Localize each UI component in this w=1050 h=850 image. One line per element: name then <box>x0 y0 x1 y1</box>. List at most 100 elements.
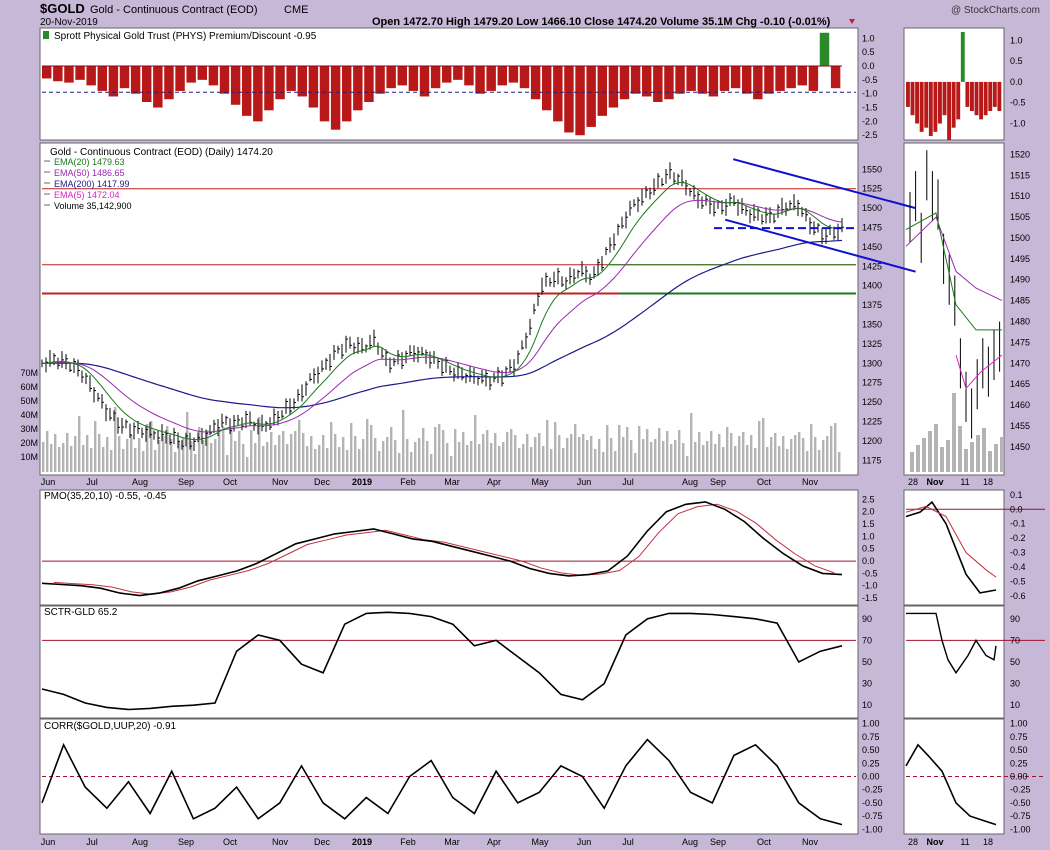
volume-bar <box>718 434 721 472</box>
volume-bar <box>522 444 525 472</box>
phys-bar <box>253 66 263 122</box>
mini-phys-bar <box>965 81 970 107</box>
volume-bar <box>406 439 409 472</box>
volume-bar <box>830 426 833 472</box>
mini-corr-tick: 0.00 <box>1010 772 1028 782</box>
phys-bar <box>130 66 141 94</box>
exchange-label: CME <box>284 4 308 16</box>
volume-bar <box>238 431 241 472</box>
volume-bar <box>366 419 369 472</box>
phys-bar <box>753 66 763 100</box>
pmo-title: PMO(35,20,10) -0.55, -0.45 <box>44 491 167 502</box>
price-tick-label: 1300 <box>862 358 882 368</box>
phys-bar <box>164 66 174 100</box>
volume-bar <box>574 424 577 472</box>
mini-pmo-line <box>905 500 997 594</box>
volume-bar <box>706 441 709 472</box>
volume-bar <box>726 427 729 472</box>
mini-phys-bar <box>947 81 952 141</box>
mini-corr-tick: -0.75 <box>1010 811 1031 821</box>
volume-bar <box>838 452 841 472</box>
volume-bar <box>206 430 209 472</box>
mini-volume-bar <box>976 435 980 472</box>
phys-bar <box>642 66 652 97</box>
volume-bar <box>322 435 325 472</box>
phys-bar <box>275 66 285 100</box>
phys-bar <box>330 66 341 130</box>
volume-tick-label: 60M <box>20 382 38 392</box>
mini-ema50-line <box>905 216 1003 302</box>
volume-bar <box>58 447 61 472</box>
instrument-name: Gold - Continuous Contract (EOD) <box>90 4 258 16</box>
volume-bar <box>234 441 237 472</box>
mini-volume-bar <box>994 444 998 472</box>
phys-bar <box>286 66 296 91</box>
price-tick-label: 1350 <box>862 320 882 330</box>
volume-bar <box>566 438 569 472</box>
volume-bar <box>646 429 649 472</box>
volume-bar <box>214 439 217 472</box>
volume-bar <box>738 436 741 472</box>
ema20-line <box>41 181 843 441</box>
volume-bar <box>246 457 249 472</box>
mini-price-tick: 1480 <box>1010 317 1030 327</box>
pmo-line <box>41 501 843 597</box>
volume-bar <box>70 446 73 472</box>
volume-bar <box>394 440 397 472</box>
x-month-label: May <box>531 477 549 487</box>
volume-bar <box>114 407 117 472</box>
volume-bar <box>798 432 801 472</box>
date-label: 20-Nov-2019 <box>40 17 98 28</box>
phys-bar <box>575 66 585 136</box>
volume-bar <box>126 439 129 472</box>
volume-bar <box>386 437 389 472</box>
mini-sctr-tick: 70 <box>1010 635 1020 645</box>
legend-swatch <box>44 171 50 173</box>
legend-swatch <box>44 204 50 206</box>
phys-tick-label: -1.5 <box>862 103 878 113</box>
volume-bar <box>778 446 781 472</box>
volume-bar <box>682 443 685 472</box>
phys-bar <box>819 32 830 66</box>
mini-volume-bar <box>970 442 974 472</box>
volume-bar <box>638 426 641 472</box>
volume-bar <box>766 447 769 472</box>
mini-phys-bar <box>906 81 910 107</box>
phys-bar <box>142 66 152 102</box>
legend-entry: EMA(20) 1479.63 <box>54 157 125 167</box>
volume-bar <box>362 439 365 472</box>
volume-bar <box>554 422 557 472</box>
pmo-signal-line <box>53 503 835 595</box>
x-month-label-bottom: Nov <box>802 837 819 847</box>
price-tick-label: 1250 <box>862 397 882 407</box>
x-month-label-bottom: Jun <box>577 837 592 847</box>
volume-bar <box>626 427 629 472</box>
volume-bar <box>350 423 353 472</box>
x-month-label: Sep <box>178 477 194 487</box>
volume-bar <box>154 450 157 472</box>
mini-pmo-tick: 0.1 <box>1010 490 1023 500</box>
volume-tick-label: 30M <box>20 424 38 434</box>
mini-phys-bar <box>910 81 915 116</box>
volume-bar <box>746 445 749 472</box>
volume-bar <box>558 435 561 472</box>
volume-bar <box>498 446 501 472</box>
x-month-label: Dec <box>314 477 331 487</box>
volume-bar <box>374 438 377 472</box>
mini-x-label: Nov <box>926 477 943 487</box>
volume-bar <box>630 440 633 472</box>
mini-volume-bar <box>934 424 938 472</box>
mini-pmo-tick: 0.0 <box>1010 504 1023 514</box>
mini-price-tick: 1455 <box>1010 421 1030 431</box>
volume-bar <box>318 445 321 472</box>
volume-bar <box>170 439 173 472</box>
phys-bar <box>108 66 119 97</box>
phys-bar <box>486 66 496 91</box>
pmo-tick-label: -1.5 <box>862 593 878 603</box>
phys-bar <box>408 66 419 91</box>
volume-bar <box>478 444 481 472</box>
volume-tick-label: 40M <box>20 410 38 420</box>
volume-bar <box>330 422 333 472</box>
volume-bar <box>550 449 553 472</box>
mini-phys-bar <box>924 81 929 128</box>
